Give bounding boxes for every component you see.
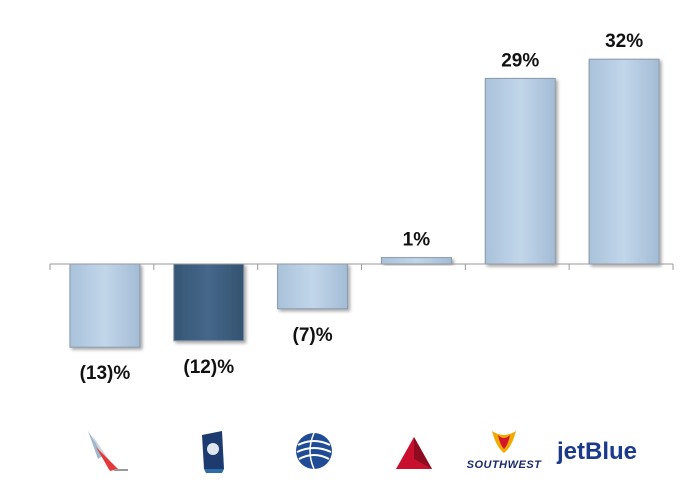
bar-4 [484, 77, 556, 265]
x-axis [49, 263, 674, 270]
data-labels-group: (13)% (12)% (7)% 1% 29% 32% [80, 31, 644, 384]
bar-0 [69, 263, 141, 348]
data-label-0: (13)% [80, 363, 131, 384]
bar-5 [588, 58, 660, 265]
bar-1 [173, 263, 245, 342]
delta-airlines-logo-icon [378, 425, 450, 477]
data-label-4: 29% [501, 50, 539, 71]
american-airlines-logo-icon [68, 425, 140, 477]
united-airlines-logo-icon [278, 425, 350, 477]
data-label-1: (12)% [183, 357, 234, 378]
southwest-logo-text: SOUTHWEST [467, 459, 543, 471]
jetblue-logo-text: jetBlue [556, 438, 637, 465]
data-label-3: 1% [403, 230, 431, 251]
alaska-airlines-logo-icon [176, 425, 248, 477]
bar-3 [380, 257, 452, 265]
southwest-airlines-logo-icon: SOUTHWEST [462, 425, 546, 477]
data-label-5: 32% [605, 31, 643, 52]
bar-2 [277, 263, 349, 310]
bars-group [69, 58, 660, 348]
data-label-2: (7)% [293, 325, 333, 346]
jetblue-logo-icon: jetBlue [552, 425, 642, 477]
